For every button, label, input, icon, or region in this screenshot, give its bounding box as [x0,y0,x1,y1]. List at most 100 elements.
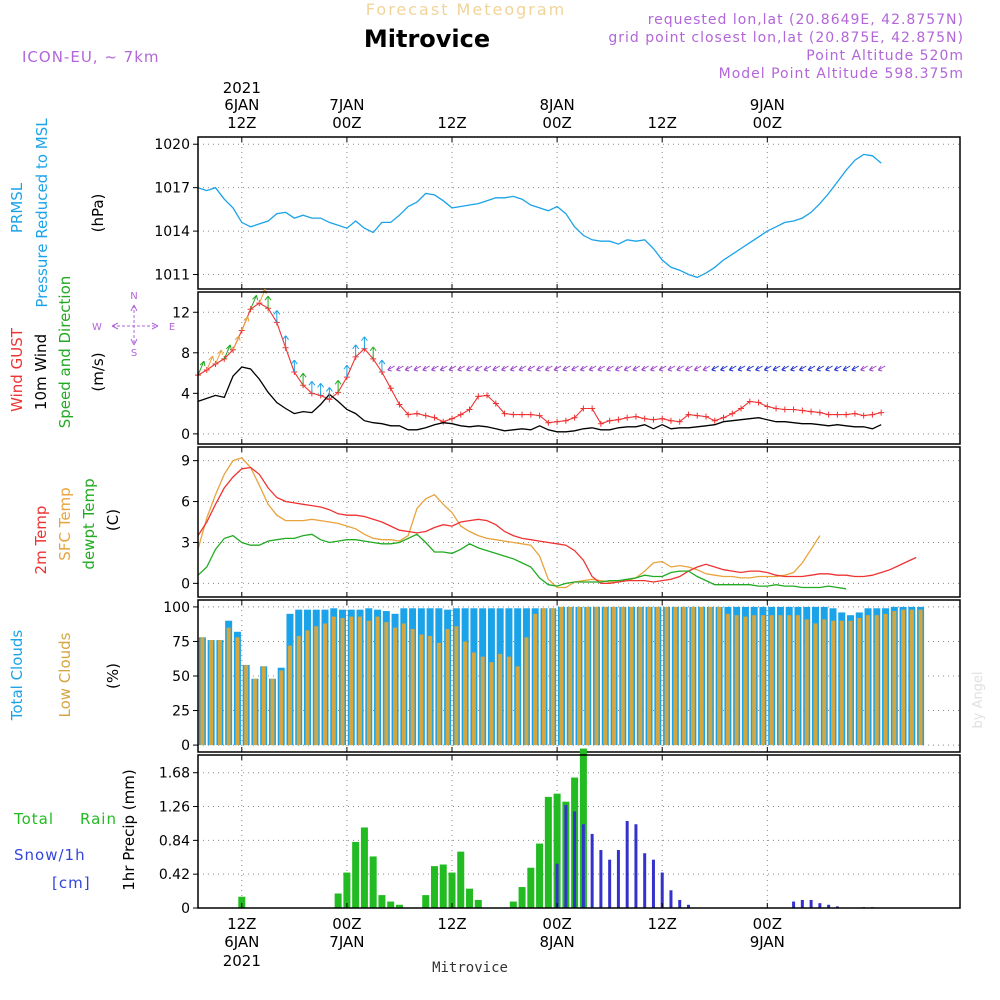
low-cloud-bar [655,606,660,746]
compass-w: W [92,322,102,333]
low-cloud-bar [217,640,222,746]
top-axis-label: 12Z [437,114,466,132]
gust-marker [597,420,604,427]
precip-rain-label: Rain [80,810,117,828]
low-cloud-bar [883,613,888,746]
y-tick-label: 50 [172,669,190,685]
y-tick-label: 1017 [154,181,190,197]
wind-arrow [588,365,597,372]
wind-arrow [404,365,413,372]
wind-arrow [282,335,289,348]
wind-frame [197,291,961,445]
wind-arrow [571,365,579,372]
rain-bar [343,872,351,908]
low-cloud-bar [200,637,205,746]
gust-marker [466,406,473,413]
wind-arrow [361,336,368,349]
wind-arrow [197,360,206,376]
compass-rose: N S E W [92,291,175,359]
low-cloud-bar [244,664,249,746]
wind-arrow [457,365,466,372]
rain-bar [474,899,482,908]
y-tick-label: 6 [181,495,190,511]
wind-arrow [658,365,667,372]
low-cloud-bar [909,609,914,746]
temp-ylabels: 2m Temp SFC Temp dewpt Temp (C) [32,478,122,574]
precip-frame [197,754,961,909]
low-cloud-bar [734,615,739,746]
gust-marker [571,414,578,421]
wind-speed-line [197,366,882,433]
gust-marker [659,415,666,422]
bottom-axis-label: 00Z [542,915,571,933]
pressure-panel: 1011 1014 1017 1020 [154,136,961,290]
y-tick-label: 9 [181,454,190,470]
gust-marker [641,415,648,422]
wind-arrow [833,365,842,372]
snow-bar [669,890,673,908]
wind-arrow [711,365,720,372]
gust-marker [492,400,499,407]
wind-arrow [623,365,632,372]
location-title: Mitrovice [364,25,490,53]
low-cloud-label: Low Clouds [56,632,74,717]
gust-marker [589,405,596,412]
compass-arrows-icon [111,304,159,346]
wind-arrow [746,365,755,372]
low-cloud-bar [787,615,792,746]
t2m-label: 2m Temp [32,506,50,575]
snow-bar [590,833,594,908]
rain-bar [553,793,561,908]
snow-bar [634,824,638,908]
low-cloud-bar [305,630,310,746]
gust-marker [396,401,403,408]
wind-arrow [536,365,544,372]
wind-arrow [553,365,562,372]
snow-bar [835,906,839,908]
low-cloud-bar [550,608,555,746]
low-cloud-bar [568,606,573,746]
wind-arrow [264,295,272,309]
low-cloud-bar [760,615,765,746]
low-cloud-bar [629,606,634,746]
low-cloud-bar [778,615,783,746]
wind-arrow [509,365,518,372]
snow-bar [800,899,804,908]
y-tick-label: 1020 [154,137,190,153]
low-cloud-bar [226,627,231,746]
gust-marker [738,405,745,412]
snow-bar [555,863,559,908]
gust-marker [387,385,394,392]
wind-arrow [448,365,457,372]
wind-arrow [720,365,728,372]
gust-marker [606,417,613,424]
wind-arrow [632,365,641,372]
rain-bar [527,867,535,908]
low-cloud-bar [866,615,871,746]
snow-bar [625,821,629,908]
bottom-axis-label: 12Z [648,915,677,933]
y-tick-label: 0 [181,427,190,443]
wind-arrow [702,365,711,372]
low-cloud-bar [454,626,459,746]
watermark: by Angel [971,671,986,728]
clouds-panel: 0 25 50 75 100 [163,599,961,754]
low-cloud-bar [393,627,398,746]
low-cloud-bar [209,640,214,746]
wind-arrow [667,365,676,372]
y-tick-label: 1011 [154,268,190,284]
low-cloud-bar [323,623,327,746]
y-tick-label: 0 [181,576,190,592]
gust-marker [720,414,727,421]
pressure-ylabels: PRMSL Pressure Reduced to MSL (hPa) [8,118,107,308]
low-cloud-bar [506,656,511,746]
rain-bar [457,851,465,908]
grid-coords: grid point closest lon,lat (20.875E, 42.… [608,30,964,46]
gust-marker [405,411,412,418]
rain-bar [395,904,403,908]
wind-dir-label: Speed and Direction [56,276,74,429]
wind-arrow [466,365,474,372]
gust-marker [711,417,718,424]
snow-bar [686,904,690,908]
